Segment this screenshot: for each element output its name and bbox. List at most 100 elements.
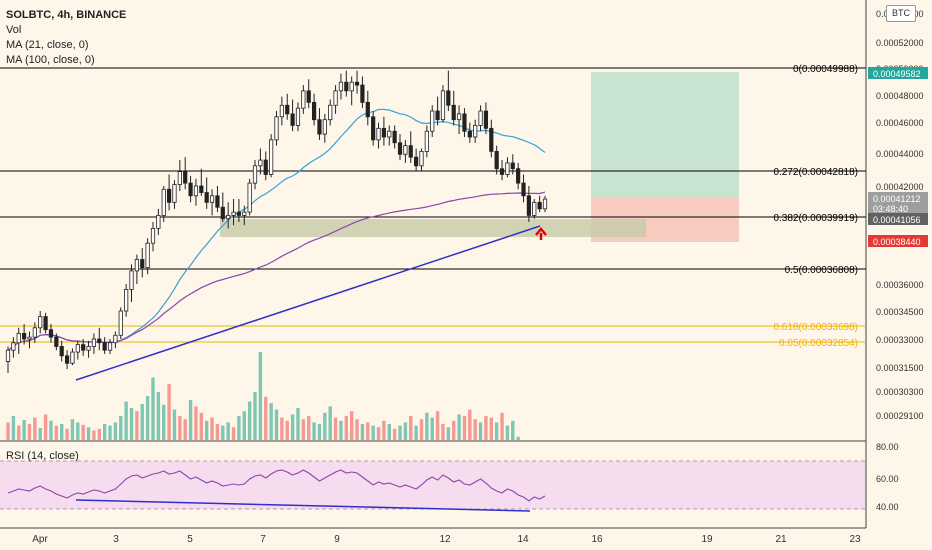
candle-body [161, 188, 166, 216]
price-tag-label: 0.00041212 [873, 194, 921, 204]
candle-body [177, 171, 182, 185]
long-target-zone [591, 72, 739, 198]
time-tick-label: 9 [334, 534, 340, 545]
volume-bar [119, 416, 123, 440]
volume-bar [403, 422, 408, 440]
candle-body [521, 182, 526, 197]
candle-body [91, 338, 97, 347]
volume-bar [54, 425, 59, 440]
candle-body [204, 192, 209, 203]
price-tag-label: 0.00049582 [873, 69, 921, 79]
candle-body [440, 90, 446, 121]
candle-body [129, 270, 134, 290]
volume-bar [414, 425, 418, 440]
volume-bar [419, 419, 424, 440]
candle-body [537, 201, 542, 210]
candle-body [279, 104, 284, 118]
volume-bar [274, 409, 279, 440]
volume-bar [258, 352, 263, 440]
candle-body [16, 332, 21, 344]
volume-bar [33, 417, 37, 440]
indicator-volume-label[interactable]: Vol [6, 24, 22, 36]
time-tick-label: 23 [849, 534, 861, 545]
candle-body [269, 139, 274, 175]
volume-bar [76, 422, 80, 440]
volume-bar [167, 384, 171, 440]
volume-bar [392, 428, 397, 440]
candle-body [22, 332, 27, 340]
candle-body [414, 156, 419, 167]
candle-body [473, 125, 478, 138]
volume-bar [511, 420, 515, 440]
indicator-ma100-label[interactable]: MA (100, close, 0) [6, 54, 95, 66]
candle-body [403, 145, 408, 155]
candle-body [32, 327, 37, 338]
time-tick-label: 7 [260, 534, 266, 545]
symbol-title[interactable]: SOLBTC, 4h, BINANCE [6, 9, 127, 21]
volume-bar [478, 422, 483, 440]
candle-body [134, 259, 139, 272]
fib-level-label: 0.382(0.00039919) [773, 213, 858, 224]
volume-bar [462, 416, 467, 440]
price-tag-bg [868, 235, 928, 247]
candle-body [54, 336, 59, 347]
candle-body [408, 145, 413, 158]
volume-bar [312, 422, 316, 440]
rsi-indicator-label[interactable]: RSI (14, close) [6, 450, 79, 462]
volume-bar [92, 430, 96, 440]
candle-body [349, 81, 354, 92]
price-tag-bg [868, 67, 928, 79]
volume-bar [102, 424, 107, 440]
candle-body [532, 201, 537, 216]
candle-body [59, 346, 64, 357]
price-tag-bg [868, 202, 928, 214]
volume-bar [307, 416, 311, 440]
volume-bar [398, 425, 402, 440]
time-tick-label: 12 [439, 534, 451, 545]
candle-body [392, 130, 397, 144]
price-tag-bg [868, 192, 928, 204]
candle-body [542, 198, 548, 210]
candle-body [5, 349, 11, 362]
currency-badge[interactable]: BTC [886, 5, 916, 22]
time-tick-label: 5 [187, 534, 193, 545]
candle-body [381, 127, 387, 138]
candle-body [446, 90, 451, 106]
volume-bar [199, 412, 204, 440]
price-tick-label: 0.00048000 [876, 91, 924, 101]
candle-body [365, 101, 370, 118]
price-tick-label: 0.00036000 [876, 280, 924, 290]
candle-body [145, 242, 150, 269]
candle-body [328, 104, 333, 121]
volume-bar [124, 401, 128, 440]
candle-body [199, 185, 204, 193]
candle-body [38, 316, 43, 329]
indicator-ma21-label[interactable]: MA (21, close, 0) [6, 39, 89, 51]
candle-body [27, 336, 32, 340]
time-tick-label: 3 [113, 534, 119, 545]
candle-body [430, 110, 435, 132]
volume-bar [194, 406, 198, 440]
candle-body [102, 342, 107, 351]
candle-body [516, 168, 521, 184]
candle-body [387, 130, 392, 138]
volume-bar [484, 416, 488, 440]
volume-bar [473, 419, 477, 440]
volume-bar [489, 417, 493, 440]
volume-bar [81, 424, 85, 440]
candle-body [526, 195, 531, 216]
volume-bar [151, 377, 155, 440]
volume-bar [301, 419, 306, 440]
candle-body [333, 90, 338, 106]
volume-bar [317, 424, 322, 440]
candle-body [338, 81, 344, 92]
volume-bar [253, 392, 257, 440]
candle-body [295, 107, 301, 126]
volume-bar [178, 416, 182, 440]
volume-bar [349, 411, 354, 440]
candle-body [124, 288, 129, 312]
price-tick-label: 0.00044000 [876, 149, 924, 159]
volume-bar [285, 420, 289, 440]
